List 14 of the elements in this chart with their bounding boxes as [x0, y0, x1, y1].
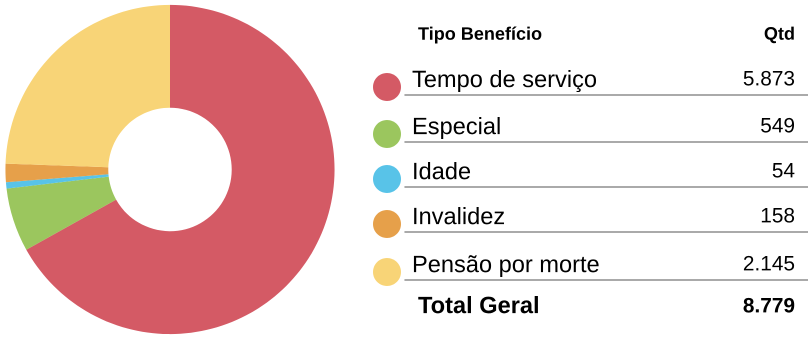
data-label: 2.145 — [744, 256, 794, 271]
text: 8.779 — [744, 298, 794, 313]
data-label: 158 — [762, 208, 794, 223]
legend-label: Invalidez — [414, 206, 504, 224]
legend-label: Idade — [414, 162, 470, 180]
data-label: 54 — [772, 163, 794, 178]
data-label: 5.873 — [744, 70, 794, 86]
legend-label: Especial — [414, 116, 500, 140]
legend-label: Tempo de serviço — [412, 70, 596, 92]
text: Tipo Benefício — [418, 26, 542, 44]
text: Total Geral — [418, 296, 538, 314]
legend-label: Pensão por morte — [414, 255, 599, 278]
data-label: 549 — [761, 118, 794, 133]
text: Qtd — [764, 26, 794, 44]
